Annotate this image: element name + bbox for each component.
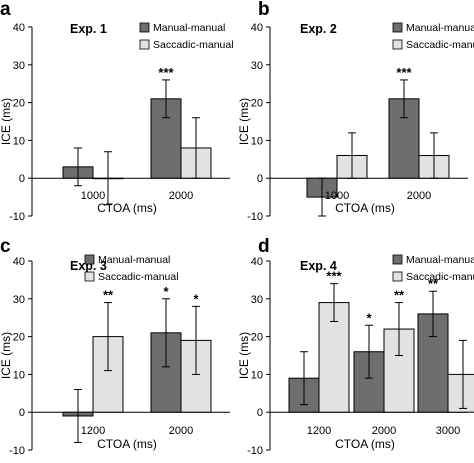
y-tick-label: 30 xyxy=(13,294,25,306)
y-tick-label: 0 xyxy=(19,407,25,419)
y-tick-label: 10 xyxy=(251,135,263,147)
x-tick-label: 1200 xyxy=(307,425,331,437)
bar-saccadic-manual xyxy=(447,373,474,413)
significance-marker: * xyxy=(193,291,199,306)
x-tick-label: 1200 xyxy=(81,425,105,437)
x-tick-label: 1000 xyxy=(81,190,105,202)
legend-swatch-manual-manual xyxy=(392,22,403,33)
y-tick-label: 30 xyxy=(251,60,263,72)
panel-letter: c xyxy=(0,236,11,257)
y-tick-label: 40 xyxy=(251,22,263,34)
significance-marker: *** xyxy=(158,65,174,80)
legend-label: Manual-manual xyxy=(406,254,474,266)
legend-label: Saccadic-manual xyxy=(98,271,179,283)
legend-swatch-saccadic-manual xyxy=(392,39,403,50)
panel-a: a Exp. 1 -10 0 10 20 30 40 ICE (ms) 1000 2000 *** CT… xyxy=(0,0,234,223)
y-tick-label: 20 xyxy=(251,332,263,344)
significance-marker: *** xyxy=(326,269,342,284)
x-axis-label: CTOA (ms) xyxy=(335,201,395,215)
legend-swatch-saccadic-manual xyxy=(139,39,150,50)
legend-label: Manual-manual xyxy=(406,22,474,34)
y-tick-label: 0 xyxy=(257,407,263,419)
panel-title: Exp. 3 xyxy=(70,259,107,273)
y-tick-label: 10 xyxy=(13,369,25,381)
significance-marker: *** xyxy=(396,65,412,80)
y-tick-label: 40 xyxy=(13,22,25,34)
legend-swatch-saccadic-manual xyxy=(392,271,403,282)
legend-swatch-manual-manual xyxy=(84,254,95,265)
legend-swatch-saccadic-manual xyxy=(84,271,95,282)
panel-title: Exp. 2 xyxy=(300,22,337,36)
legend-swatch-manual-manual xyxy=(139,22,150,33)
x-tick-label: 2000 xyxy=(372,425,396,437)
y-tick-label: 20 xyxy=(13,332,25,344)
panel-letter: a xyxy=(0,0,11,20)
y-tick-label: 40 xyxy=(251,256,263,268)
y-axis-label: ICE (ms) xyxy=(0,332,13,379)
significance-marker: ** xyxy=(103,288,114,303)
y-axis-label: ICE (ms) xyxy=(237,98,251,145)
y-tick-label: -10 xyxy=(247,445,263,457)
y-tick-label: -10 xyxy=(247,211,263,223)
panel-letter: b xyxy=(258,0,270,20)
y-tick-label: 0 xyxy=(19,173,25,185)
panel-title: Exp. 1 xyxy=(70,22,107,36)
panel-d: d Exp. 4 -10 0 10 20 30 40 ICE (ms) 1200 2000 3000 *… xyxy=(237,236,474,457)
legend-label: Saccadic-manual xyxy=(406,39,474,51)
y-tick-label: -10 xyxy=(9,445,25,457)
panel-b: b Exp. 2 -10 0 10 20 30 40 ICE (ms) 1000 2000 *** CT… xyxy=(237,0,474,223)
significance-marker: * xyxy=(163,284,169,299)
x-tick-label: 1000 xyxy=(325,190,349,202)
y-tick-label: 40 xyxy=(13,256,25,268)
y-tick-label: -10 xyxy=(9,211,25,223)
legend-label: Manual-manual xyxy=(98,254,170,266)
significance-marker: * xyxy=(366,310,372,325)
x-axis-label: CTOA (ms) xyxy=(335,437,395,451)
y-tick-label: 30 xyxy=(13,60,25,72)
y-tick-label: 0 xyxy=(257,173,263,185)
panel-title: Exp. 4 xyxy=(300,259,337,273)
legend-swatch-manual-manual xyxy=(392,254,403,265)
y-tick-label: 10 xyxy=(251,369,263,381)
y-tick-label: 30 xyxy=(251,294,263,306)
x-tick-label: 2000 xyxy=(407,190,431,202)
legend-label: Saccadic-manual xyxy=(153,39,234,51)
legend-label: Saccadic-manual xyxy=(406,271,474,283)
y-axis-label: ICE (ms) xyxy=(237,332,251,379)
legend-label: Manual-manual xyxy=(153,22,225,34)
panel-letter: d xyxy=(258,236,270,257)
y-tick-label: 20 xyxy=(13,98,25,110)
x-tick-label: 3000 xyxy=(436,425,460,437)
y-tick-label: 20 xyxy=(251,98,263,110)
y-axis-label: ICE (ms) xyxy=(0,98,13,145)
x-tick-label: 2000 xyxy=(169,425,193,437)
x-tick-label: 2000 xyxy=(169,190,193,202)
x-axis-label: CTOA (ms) xyxy=(97,437,157,451)
significance-marker: ** xyxy=(428,276,439,291)
y-tick-label: 10 xyxy=(13,135,25,147)
x-axis-label: CTOA (ms) xyxy=(97,201,157,215)
significance-marker: ** xyxy=(394,288,405,303)
